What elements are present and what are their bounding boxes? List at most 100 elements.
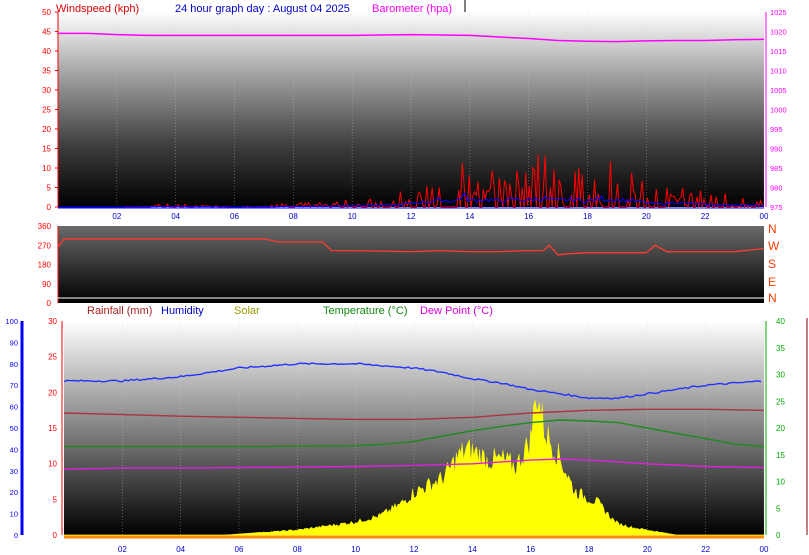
solar-area — [64, 400, 764, 536]
temperature-tick-label: 5 — [776, 504, 781, 513]
wind-tick-label: 35 — [42, 67, 51, 76]
humidity-tick-label: 0 — [14, 531, 18, 540]
x-tick-label: 12 — [407, 212, 416, 221]
direction-tick-label: 0 — [47, 299, 52, 308]
plot-series — [57, 32, 765, 536]
barometer-tick-label: 1010 — [770, 67, 787, 76]
rainfall-tick-label: 10 — [48, 460, 57, 469]
rainfall-tick-label: 20 — [48, 388, 57, 397]
barometer-tick-label: 995 — [770, 125, 783, 134]
humidity-tick-label: 80 — [10, 360, 18, 369]
wind-tick-label: 30 — [42, 86, 51, 95]
x-tick-label: 00 — [760, 545, 769, 554]
legend-temperature: Temperature (°C) — [323, 305, 407, 317]
legend-rainfall: Rainfall (mm) — [87, 305, 152, 317]
wind-tick-label: 5 — [47, 184, 52, 193]
x-tick-label: 16 — [526, 545, 535, 554]
compass-label: E — [768, 275, 776, 289]
grid-lines — [116, 12, 765, 535]
legend-dewpoint: Dew Point (°C) — [420, 305, 493, 317]
wind-axis-title: Windspeed (kph) — [56, 3, 139, 15]
humidity-tick-label: 30 — [10, 467, 18, 476]
humidity-tick-label: 10 — [10, 510, 18, 519]
humidity-line — [63, 362, 762, 400]
x-tick-label: 06 — [235, 545, 244, 554]
compass-label: N — [768, 222, 777, 236]
direction-panel-bg — [58, 226, 764, 303]
barometer-tick-label: 1020 — [770, 28, 787, 37]
wind-tick-label: 15 — [42, 145, 51, 154]
wind-tick-label: 50 — [42, 8, 51, 17]
x-tick-label: 22 — [701, 545, 710, 554]
humidity-tick-label: 50 — [10, 424, 18, 433]
barometer-tick-label: 1025 — [770, 8, 787, 17]
temperature-tick-label: 35 — [776, 344, 785, 353]
compass-label: W — [768, 239, 780, 253]
temperature-tick-label: 40 — [776, 317, 785, 326]
wind-direction-line — [57, 238, 765, 256]
temperature-tick-label: 30 — [776, 371, 785, 380]
x-tick-label: 06 — [230, 212, 239, 221]
barometer-tick-label: 975 — [770, 203, 783, 212]
temperature-band-line — [63, 408, 765, 421]
barometer-tick-label: 980 — [770, 184, 783, 193]
humidity-tick-label: 70 — [10, 381, 18, 390]
wind-tick-label: 25 — [42, 106, 51, 115]
compass-label: N — [768, 291, 777, 305]
barometer-tick-label: 985 — [770, 164, 783, 173]
x-tick-label: 14 — [468, 545, 477, 554]
x-tick-label: 14 — [465, 212, 474, 221]
dewpoint-line — [63, 458, 765, 470]
barometer-tick-label: 990 — [770, 145, 783, 154]
rainfall-tick-label: 25 — [48, 353, 57, 362]
temperature-line — [64, 419, 765, 448]
x-tick-label: 22 — [701, 212, 710, 221]
x-tick-label: 20 — [643, 545, 652, 554]
temperature-tick-label: 15 — [776, 451, 785, 460]
barometer-line — [58, 32, 765, 43]
x-tick-label: 16 — [524, 212, 533, 221]
wind-tick-label: 10 — [42, 164, 51, 173]
compass-labels: N W S E N — [768, 222, 780, 305]
direction-tick-label: 270 — [38, 241, 52, 250]
barometer-tick-label: 1015 — [770, 47, 787, 56]
x-tick-label: 00 — [760, 212, 769, 221]
x-tick-label: 10 — [351, 545, 360, 554]
humidity-tick-label: 40 — [10, 445, 18, 454]
barometer-axis-title: Barometer (hpa) — [372, 3, 452, 15]
x-tick-label: 12 — [410, 545, 419, 554]
x-tick-label: 18 — [583, 212, 592, 221]
temperature-tick-label: 0 — [776, 531, 781, 540]
x-tick-label: 18 — [585, 545, 594, 554]
direction-tick-label: 90 — [42, 280, 51, 289]
temperature-tick-label: 20 — [776, 424, 785, 433]
legend-solar: Solar — [234, 305, 260, 317]
rainfall-tick-label: 15 — [48, 424, 57, 433]
x-tick-label: 04 — [171, 212, 180, 221]
wind-tick-label: 45 — [42, 28, 51, 37]
temperature-tick-label: 10 — [776, 478, 785, 487]
wind-tick-label: 0 — [47, 203, 52, 212]
x-tick-label: 08 — [289, 212, 298, 221]
x-tick-label: 04 — [176, 545, 185, 554]
humidity-tick-label: 90 — [10, 338, 18, 347]
humidity-tick-label: 60 — [10, 403, 18, 412]
rainfall-tick-label: 30 — [48, 317, 57, 326]
barometer-tick-label: 1000 — [770, 106, 787, 115]
page-title: 24 hour graph day : August 04 2025 — [175, 3, 350, 15]
x-tick-label: 02 — [118, 545, 127, 554]
compass-label: S — [768, 257, 776, 271]
rainfall-tick-label: 5 — [53, 495, 58, 504]
temperature-tick-label: 25 — [776, 397, 785, 406]
wind-tick-label: 20 — [42, 125, 51, 134]
barometer-tick-label: 1005 — [770, 86, 787, 95]
wind-average-line — [58, 192, 765, 208]
x-tick-label: 10 — [348, 212, 357, 221]
x-tick-label: 02 — [112, 212, 121, 221]
rainfall-tick-label: 0 — [53, 531, 58, 540]
x-tick-label: 08 — [293, 545, 302, 554]
legend-humidity: Humidity — [161, 305, 204, 317]
humidity-tick-label: 20 — [10, 488, 18, 497]
direction-tick-label: 180 — [38, 261, 52, 270]
